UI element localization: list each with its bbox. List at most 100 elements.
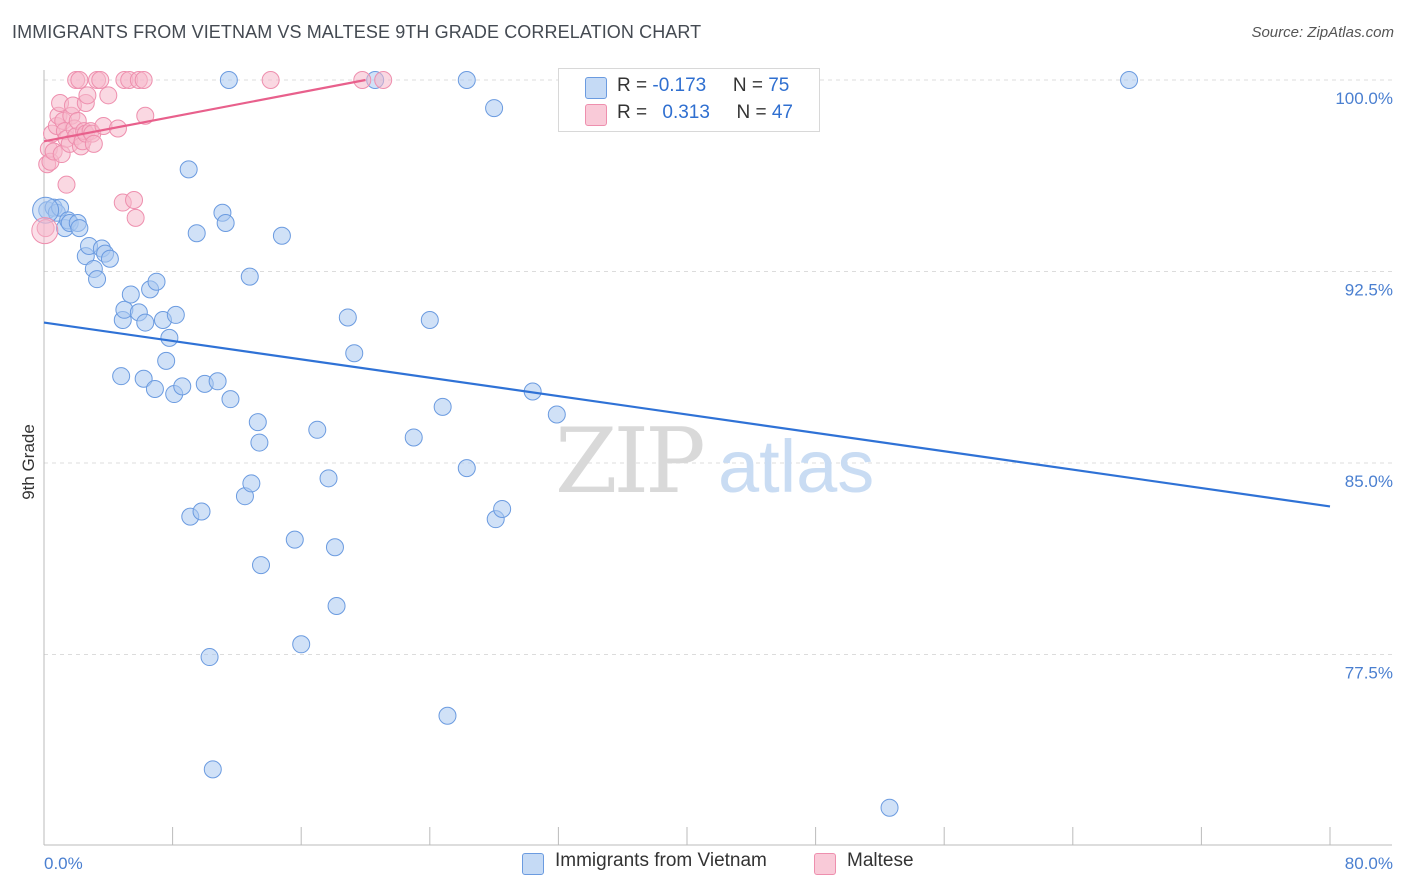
maltese-point <box>78 86 97 105</box>
maltese-point <box>126 208 145 227</box>
vietnam-point <box>493 499 512 518</box>
vietnam-point <box>242 474 261 493</box>
maltese-point <box>84 134 103 153</box>
vietnam-point <box>404 428 423 447</box>
r-label: R = <box>617 75 653 96</box>
vietnam-point <box>272 226 291 245</box>
vietnam-point <box>438 706 457 725</box>
vietnam-point <box>121 285 140 304</box>
vietnam-point <box>157 351 176 370</box>
axes <box>43 70 1392 846</box>
vietnam-point <box>208 372 227 391</box>
watermark-atlas: atlas <box>718 425 874 508</box>
y-tick-label: 92.5% <box>1345 281 1393 300</box>
vietnam-point <box>308 420 327 439</box>
maltese-point <box>125 191 144 210</box>
vietnam-point <box>248 413 267 432</box>
vietnam-point <box>345 344 364 363</box>
vietnam-point <box>160 328 179 347</box>
series-maltese-points <box>31 71 393 245</box>
vietnam-point <box>173 377 192 396</box>
legend-swatch-vietnam <box>522 853 544 875</box>
vietnam-trend-line <box>43 321 1331 508</box>
gridlines <box>44 79 1392 655</box>
r-value: 0.313 <box>662 102 710 123</box>
vietnam-point <box>457 71 476 89</box>
vietnam-point <box>216 213 235 232</box>
trend-lines <box>43 78 1331 508</box>
maltese-point <box>134 71 153 89</box>
watermark-zip: ZIP <box>555 409 703 514</box>
vietnam-point <box>327 596 346 615</box>
vietnam-point <box>134 369 153 388</box>
vietnam-point <box>325 538 344 557</box>
vietnam-point <box>338 308 357 327</box>
vietnam-point <box>485 99 504 118</box>
vietnam-point <box>240 267 259 286</box>
legend-swatch-maltese <box>585 104 607 126</box>
vietnam-point <box>200 648 219 667</box>
maltese-point-cluster <box>31 217 59 245</box>
vietnam-point <box>250 433 269 452</box>
vietnam-point <box>112 367 131 386</box>
watermark: ZIP atlas <box>555 409 874 514</box>
legend-label-vietnam: Immigrants from Vietnam <box>555 850 767 871</box>
r-label: R = <box>617 102 653 123</box>
maltese-point <box>70 71 89 89</box>
vietnam-point <box>420 311 439 330</box>
legend-swatch-vietnam <box>585 77 607 99</box>
n-label: N = <box>736 102 772 123</box>
vietnam-point <box>147 272 166 291</box>
stats-row-vietnam: R = -0.173 N = 75 <box>617 75 789 99</box>
vietnam-point <box>88 270 107 289</box>
y-tick-label: 85.0% <box>1345 472 1393 491</box>
y-axis-label: 9th Grade <box>19 424 38 500</box>
vietnam-point <box>285 530 304 549</box>
vietnam-point <box>880 798 899 817</box>
vietnam-point <box>187 224 206 243</box>
vietnam-point <box>219 71 238 89</box>
series-legend: Immigrants from Vietnam Maltese <box>0 850 1406 878</box>
vietnam-point <box>221 390 240 409</box>
chart-title: IMMIGRANTS FROM VIETNAM VS MALTESE 9TH G… <box>12 22 702 42</box>
legend-swatch-maltese <box>814 853 836 875</box>
maltese-point <box>261 71 280 89</box>
maltese-point <box>91 71 110 89</box>
maltese-point <box>36 219 55 238</box>
maltese-trend-line <box>43 78 366 143</box>
vietnam-point <box>547 405 566 424</box>
maltese-point <box>374 71 393 89</box>
stats-legend: R = -0.173 N = 75 R = 0.313 N = 47 <box>558 68 820 132</box>
tick-labels: 100.0% 92.5% 85.0% 77.5% 0.0% 80.0% <box>44 89 1393 873</box>
y-tick-label: 77.5% <box>1345 664 1393 683</box>
vietnam-point <box>319 469 338 488</box>
vietnam-point <box>433 397 452 416</box>
vietnam-point <box>192 502 211 521</box>
x-tick-label: 0.0% <box>44 854 83 873</box>
n-value: 47 <box>771 102 793 123</box>
source-label: Source: ZipAtlas.com <box>1251 24 1394 41</box>
vietnam-point <box>166 305 185 324</box>
maltese-point <box>99 86 118 105</box>
vietnam-point <box>1120 71 1139 89</box>
vietnam-point <box>252 556 271 575</box>
vietnam-point <box>145 379 164 398</box>
r-value: -0.173 <box>652 75 707 96</box>
n-label: N = <box>732 75 769 96</box>
maltese-point <box>57 175 76 194</box>
vietnam-point <box>179 160 198 179</box>
y-tick-label: 100.0% <box>1335 89 1393 108</box>
legend-label-maltese: Maltese <box>847 850 914 871</box>
stats-row-maltese: R = 0.313 N = 47 <box>617 102 793 126</box>
vietnam-point <box>100 249 119 268</box>
vietnam-point <box>70 219 89 238</box>
n-value: 75 <box>768 75 790 96</box>
vietnam-point <box>203 760 222 779</box>
vietnam-point <box>457 459 476 478</box>
vietnam-point <box>292 635 311 654</box>
vietnam-point <box>136 313 155 332</box>
series-vietnam-points <box>32 71 1139 817</box>
maltese-point <box>136 106 155 125</box>
x-tick-label: 80.0% <box>1345 854 1393 873</box>
